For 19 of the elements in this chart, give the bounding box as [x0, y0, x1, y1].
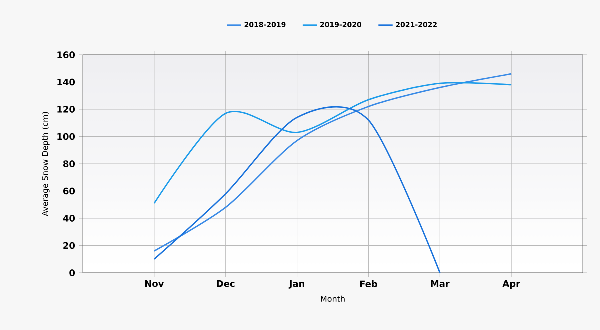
- y-tick-label: 80: [63, 160, 76, 168]
- y-tick-label: 0: [70, 270, 76, 276]
- x-tick-label: Mar: [431, 280, 450, 288]
- line-series: [154, 82, 512, 204]
- x-axis-title: Month: [321, 296, 345, 302]
- y-tick-label: 60: [64, 188, 76, 195]
- y-tick-label: 20: [64, 242, 76, 250]
- x-tick-label: Feb: [360, 280, 378, 288]
- x-tick-label: Jan: [288, 280, 305, 289]
- y-tick-label: 40: [63, 215, 76, 222]
- y-tick-label: 160: [58, 52, 76, 58]
- x-tick-label: Nov: [145, 280, 164, 288]
- x-tick-label: Apr: [502, 280, 520, 289]
- y-tick-label: 100: [58, 133, 76, 140]
- y-axis-title: Average Snow Depth (cm): [42, 112, 50, 216]
- y-tick-label: 120: [58, 106, 76, 113]
- y-tick-label: 140: [58, 78, 76, 86]
- line-series: [154, 73, 512, 252]
- x-tick-label: Dec: [217, 280, 235, 288]
